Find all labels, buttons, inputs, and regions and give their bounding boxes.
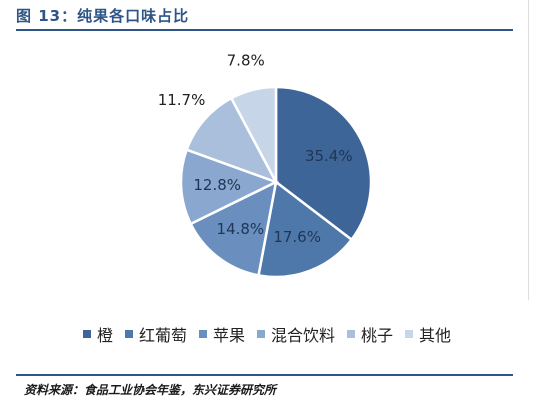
pie-slice-label-0: 35.4% xyxy=(305,147,353,165)
title-rule xyxy=(16,29,513,31)
legend-swatch-2 xyxy=(198,330,207,338)
legend-swatch-3 xyxy=(257,330,265,338)
legend-item-4: 桃子 xyxy=(347,322,393,346)
legend-item-1: 红葡萄 xyxy=(124,322,187,346)
pie-slice-5 xyxy=(229,85,278,183)
pie-slice-4 xyxy=(185,96,279,185)
legend-swatch-5 xyxy=(405,330,414,338)
legend-swatch-0 xyxy=(82,330,91,338)
page-edge-line xyxy=(528,0,529,300)
source-note: 资料来源：食品工业协会年鉴，东兴证券研究所 xyxy=(24,383,277,397)
legend-swatch-1 xyxy=(124,330,133,338)
pie-slice-3 xyxy=(179,148,280,226)
pie-slice-label-1: 17.6% xyxy=(273,228,321,246)
chart-legend: 橙 红葡萄 苹果 混合饮料 桃子 其他 xyxy=(0,322,534,346)
pie-labels: 35.4% 17.6% 14.8% 12.8% 11.7% 7.8% xyxy=(158,52,353,246)
legend-label-1: 红葡萄 xyxy=(138,326,187,345)
legend-item-2: 苹果 xyxy=(198,322,245,346)
pie-slice-1 xyxy=(257,179,354,279)
pie-slice-label-2: 14.8% xyxy=(217,220,265,238)
legend-item-3: 混合饮料 xyxy=(257,322,335,346)
legend-label-0: 橙 xyxy=(96,326,113,345)
pie-slice-label-5: 7.8% xyxy=(227,52,265,70)
legend-label-3: 混合饮料 xyxy=(271,326,336,345)
legend-label-4: 桃子 xyxy=(361,326,394,345)
source-rule xyxy=(16,374,513,376)
pie-slice-label-3: 12.8% xyxy=(193,176,241,194)
legend-item-5: 其他 xyxy=(405,322,451,346)
pie-slice-2 xyxy=(189,179,278,277)
legend-label-5: 其他 xyxy=(419,326,452,345)
pie-chart: 35.4% 17.6% 14.8% 12.8% 11.7% 7.8% xyxy=(158,52,373,279)
pie-slice-label-4: 11.7% xyxy=(158,91,206,109)
figure-title: 图 13：纯果各口味占比 xyxy=(16,7,190,25)
legend-swatch-4 xyxy=(347,330,356,338)
legend-item-0: 橙 xyxy=(82,322,113,346)
legend-label-2: 苹果 xyxy=(212,326,245,345)
pie-slices xyxy=(179,85,373,279)
pie-slice-0 xyxy=(274,85,373,242)
